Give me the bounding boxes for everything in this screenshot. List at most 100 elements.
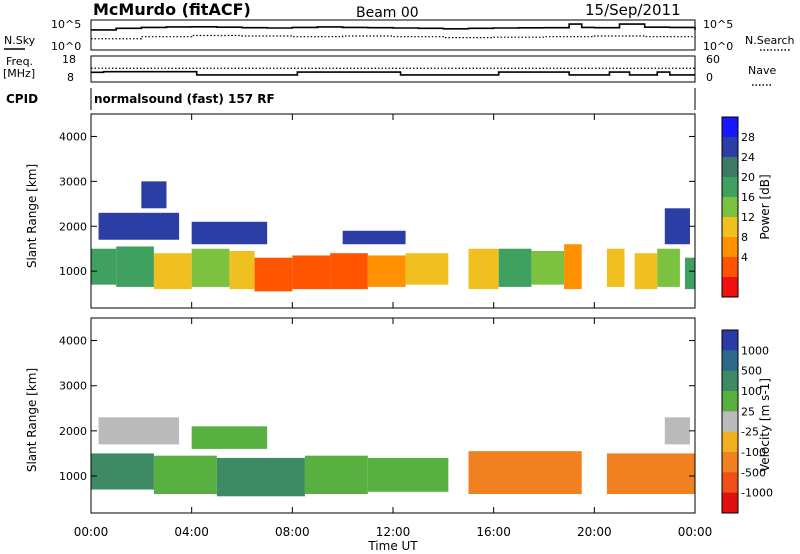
power-axis-ticks: 4000 3000 2000 1000 [59,130,695,278]
power-cell [141,181,167,209]
power-cell [191,221,268,245]
power-cell [606,248,625,287]
time-axis-label: Time UT [367,539,418,553]
power-colorbar-tick: 16 [741,191,755,204]
velocity-cell [153,455,217,495]
time-tick-label: 12:00 [376,525,411,539]
power-cell [531,250,565,285]
freq-tick-18: 18 [62,53,76,66]
nave-tick-0: 0 [706,71,713,84]
velocity-colorbar-segment [722,411,738,433]
power-colorbar-tick: 24 [741,151,755,164]
noise-tick-bottom-right: 10^0 [703,40,733,53]
power-colorbar-segment [722,277,738,298]
power-cell [91,248,117,285]
velocity-colorbar-tick: -1000 [741,487,773,500]
time-tick-label: 00:00 [678,525,713,539]
time-tick-label: 04:00 [174,525,209,539]
velocity-colorbar-segment [722,452,738,473]
velocity-colorbar-segment [722,370,738,392]
velocity-colorbar-segment [722,472,738,494]
power-colorbar-segment [722,177,738,198]
power-ytick-label: 4000 [59,130,87,143]
noise-tick-bottom: 10^0 [51,40,81,53]
power-colorbar-segment [722,257,738,278]
nave-tick-60: 60 [706,53,720,66]
velocity-colorbar-segment [722,492,738,514]
power-colorbar-segment [722,217,738,238]
time-tick-label: 00:00 [74,525,109,539]
power-colorbar-tick: 12 [741,211,755,224]
power-colorbar-label: Power [dB] [758,174,772,239]
velocity-colorbar-segment [722,350,738,372]
velocity-cell [606,453,695,495]
nsky-label: N.Sky [4,34,36,47]
power-ylabel: Slant Range [km] [25,164,39,268]
power-ytick-label: 1000 [59,265,87,278]
noise-tick-top: 10^5 [51,18,81,31]
noise-lines [91,23,696,40]
power-cell [116,246,154,287]
velocity-colorbar: 1000 500 100 25 -25 -100 -500 -1000 [721,329,773,514]
power-colorbar-segment [722,117,738,138]
velocity-ylabel: Slant Range [km] [25,368,39,472]
time-axis: 00:00 04:00 08:00 12:00 16:00 20:00 00:00 [74,114,713,539]
velocity-cell [468,451,582,495]
freq-tick-8: 8 [67,71,74,84]
power-cell [664,208,690,245]
freq-panel-frame [90,55,696,83]
power-cell [657,248,680,287]
velocity-cell [216,457,305,497]
velocity-colorbar-tick: -25 [741,426,759,439]
velocity-axis-ticks: 4000 3000 2000 1000 [59,335,695,483]
date-title: 15/Sep/2011 [585,1,681,19]
velocity-colorbar-label: Velocity [m s-1] [758,378,772,472]
power-colorbar-tick: 4 [741,251,748,264]
velocity-ytick-label: 4000 [59,335,87,348]
noise-series-n-search [91,34,696,40]
velocity-cell [367,457,449,492]
power-colorbar-segment [722,137,738,158]
time-tick-label: 08:00 [275,525,310,539]
power-cell [405,253,449,285]
velocity-colorbar-segment [722,391,738,412]
velocity-colorbar-tick: 500 [741,365,762,378]
power-colorbar-tick: 28 [741,131,755,144]
cpid-label: CPID [6,92,38,106]
freq-label-line1: Freq. [6,55,33,68]
power-cell [98,212,180,240]
power-cell [564,244,582,290]
velocity-cell [304,455,368,495]
power-cell [367,255,406,287]
power-colorbar-segment [722,197,738,218]
velocity-colorbar-frame [721,329,739,514]
nave-label: Nave [748,64,776,77]
power-ytick-label: 3000 [59,175,87,188]
velocity-cell [98,417,180,445]
power-cell [342,230,406,245]
power-cell [330,253,368,290]
power-cell [634,253,658,290]
power-colorbar: 28 24 20 16 12 8 4 [721,116,755,298]
velocity-colorbar-tick: 100 [741,385,762,398]
freq-lines [91,67,695,76]
velocity-colorbar-tick: 25 [741,405,755,418]
velocity-ytick-label: 2000 [59,425,87,438]
beam-title: Beam 00 [356,5,419,21]
power-cell [191,248,230,287]
power-colorbar-tick: 8 [741,231,748,244]
velocity-cell [91,453,154,490]
power-ytick-label: 2000 [59,220,87,233]
velocity-colorbar-segment [722,330,738,351]
power-colorbar-tick: 20 [741,171,755,184]
velocity-colorbar-segment [722,431,738,453]
station-title: McMurdo (fitACF) [93,0,251,19]
nsearch-label: N.Search [745,34,795,47]
time-tick-label: 20:00 [577,525,612,539]
power-colorbar-frame [721,116,739,298]
velocity-cell [664,417,690,445]
power-data [91,181,695,292]
velocity-colorbar-tick: 1000 [741,344,769,357]
power-cell [153,253,192,290]
